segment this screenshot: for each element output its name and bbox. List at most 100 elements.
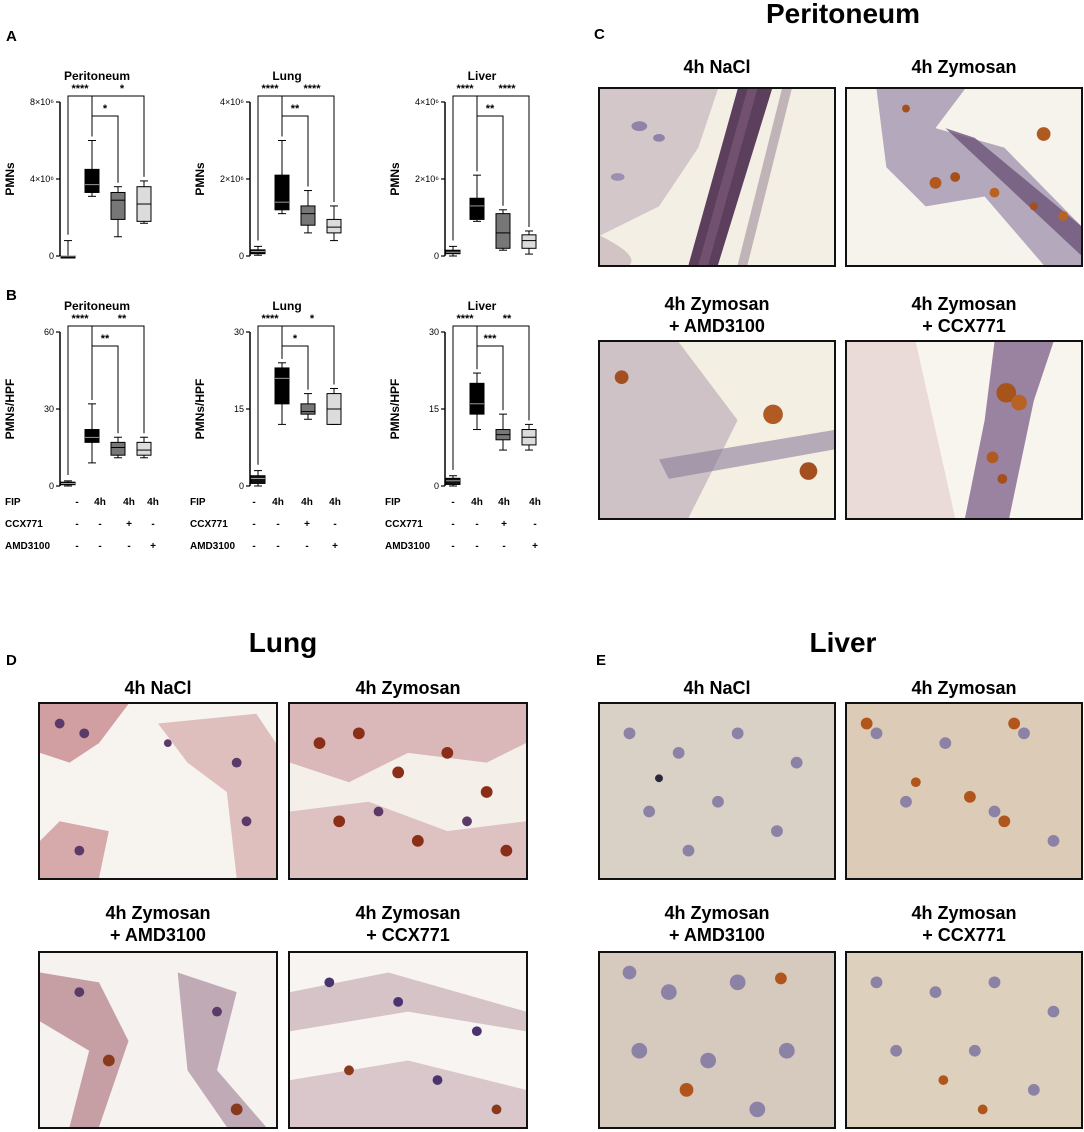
y-tick-label: 2×10⁶ (415, 174, 439, 184)
title-c-zymosan: 4h Zymosan (911, 57, 1017, 77)
micrograph-e-zym-ccx (845, 951, 1083, 1129)
micrograph-c-zym-ccx (845, 340, 1083, 520)
chart-title: Peritoneum (64, 299, 130, 313)
y-tick-label: 0 (49, 251, 54, 261)
treatment-table-liver: FIP - 4h 4h 4h CCX771 - - + - AMD3100 - - - + (385, 495, 575, 565)
significance-bracket (67, 95, 145, 235)
chart-title: Liver (468, 299, 497, 313)
treatment-cell: 4h (94, 497, 106, 508)
treatment-cell: 4h (301, 497, 313, 508)
y-tick-label: 15 (429, 404, 439, 414)
title-e-zymosan: 4h Zymosan (911, 678, 1017, 698)
treatment-cell: - (305, 541, 309, 552)
treatment-cell: - (75, 497, 79, 508)
significance-bracket (281, 115, 309, 187)
treatment-row-label: FIP (5, 497, 21, 508)
treatment-cell: - (276, 519, 280, 530)
y-tick-label: 8×10⁶ (30, 97, 54, 107)
significance-bracket (257, 325, 335, 465)
y-tick-label: 0 (434, 481, 439, 491)
treatment-cell: - (75, 541, 79, 552)
treatment-cell: - (127, 541, 131, 552)
treatment-row-label: CCX771 (5, 519, 43, 530)
significance-label: **** (456, 313, 474, 325)
micrograph-e-nacl (598, 702, 836, 880)
box (250, 249, 266, 255)
chart-title: Liver (468, 69, 497, 83)
significance-label: * (103, 103, 108, 115)
significance-label: ** (486, 103, 495, 115)
significance-bracket (67, 325, 145, 475)
treatment-cell: - (252, 497, 256, 508)
y-axis-label: PMNs (3, 162, 17, 196)
y-tick-label: 2×10⁶ (220, 174, 244, 184)
treatment-row-label: FIP (385, 497, 401, 508)
significance-bracket (281, 345, 309, 390)
box (250, 475, 266, 484)
section-title-peritoneum: Peritoneum (765, 0, 921, 29)
panel-letter-a: A (6, 28, 17, 45)
y-tick-label: 0 (239, 481, 244, 491)
treatment-cell: - (75, 519, 79, 530)
significance-bracket (257, 95, 335, 241)
box (300, 403, 316, 415)
chart-title: Lung (272, 299, 301, 313)
chart-a-liver: Liver PMNs 0 2×10⁶ 4×10⁶ **** **** ** (385, 60, 575, 270)
box (495, 213, 511, 249)
title-c-zym-amd: 4h Zymosan + AMD3100 (664, 294, 770, 336)
y-axis-label: PMNs/HPF (388, 379, 402, 440)
micrograph-c-zym-amd (598, 340, 836, 520)
box (136, 441, 152, 456)
y-tick-label: 30 (44, 404, 54, 414)
significance-label: ** (118, 313, 127, 325)
significance-bracket (67, 325, 93, 475)
y-axis-label: PMNs (388, 162, 402, 196)
micrograph-d-zym-ccx (288, 951, 528, 1129)
box (84, 168, 100, 193)
treatment-cell: - (276, 541, 280, 552)
box (300, 205, 316, 226)
significance-label: **** (261, 313, 279, 325)
section-title-liver: Liver (809, 627, 877, 658)
significance-label: **** (303, 83, 321, 95)
treatment-cell: 4h (147, 497, 159, 508)
y-tick-label: 0 (434, 251, 439, 261)
significance-label: * (310, 313, 315, 325)
y-tick-label: 4×10⁶ (220, 97, 244, 107)
treatment-cell: - (533, 519, 537, 530)
micrograph-e-zym-amd (598, 951, 836, 1129)
y-tick-label: 30 (429, 327, 439, 337)
panel-letter-e: E (596, 652, 607, 669)
box (110, 191, 126, 220)
title-e-zym-amd: 4h Zymosan + AMD3100 (664, 903, 770, 945)
treatment-cell: - (333, 519, 337, 530)
box (274, 367, 290, 405)
y-tick-label: 4×10⁶ (415, 97, 439, 107)
significance-label: ** (101, 333, 110, 345)
micrograph-d-nacl (38, 702, 278, 880)
treatment-cell: + (501, 519, 507, 530)
treatment-row-label: AMD3100 (385, 541, 431, 552)
y-tick-label: 0 (239, 251, 244, 261)
significance-label: ** (503, 313, 512, 325)
title-e-zym-ccx: 4h Zymosan + CCX771 (911, 903, 1017, 945)
treatment-cell: - (475, 541, 479, 552)
chart-a-peritoneum: Peritoneum PMNs 0 4×10⁶ 8×10⁶ **** * * (0, 60, 190, 270)
significance-label: **** (71, 313, 89, 325)
section-title-lung: Lung (248, 627, 318, 658)
treatment-row-label: CCX771 (385, 519, 423, 530)
significance-label: **** (498, 83, 516, 95)
significance-label: **** (456, 83, 474, 95)
significance-bracket (91, 345, 119, 434)
treatment-row-label: CCX771 (190, 519, 228, 530)
significance-label: * (293, 333, 298, 345)
treatment-cell: 4h (498, 497, 510, 508)
chart-title: Peritoneum (64, 69, 130, 83)
treatment-cell: - (98, 519, 102, 530)
y-tick-label: 15 (234, 404, 244, 414)
chart-b-peritoneum: Peritoneum PMNs/HPF 0 30 60 **** ** ** (0, 290, 190, 500)
box (110, 441, 126, 456)
treatment-cell: 4h (329, 497, 341, 508)
box (445, 477, 461, 485)
significance-label: *** (484, 333, 498, 345)
